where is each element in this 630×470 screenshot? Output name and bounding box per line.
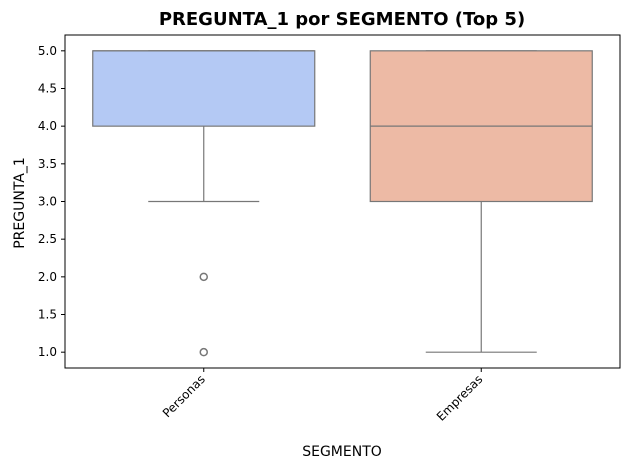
outlier-point	[199, 272, 208, 282]
plot-area: 1.0 1.5 2.0 2.5 3.0 3.5 4.0 4.5 5.0 Personas Empre…	[38, 34, 621, 424]
y-tick-label: 3.5	[38, 157, 57, 171]
y-tick-label: 5.0	[38, 44, 57, 58]
outlier-point	[199, 347, 208, 357]
x-axis-label: SEGMENTO	[302, 444, 382, 460]
chart-title: PREGUNTA_1 por SEGMENTO (Top 5)	[159, 9, 525, 30]
y-tick-label: 2.5	[38, 232, 57, 246]
x-tick-label: Empresas	[434, 372, 485, 423]
box-personas	[92, 50, 316, 127]
y-tick-label: 4.0	[38, 119, 57, 133]
y-axis-label: PREGUNTA_1	[12, 157, 28, 249]
x-tick-label: Personas	[160, 372, 208, 420]
y-tick-label: 1.5	[38, 308, 57, 322]
y-tick-label: 1.0	[38, 345, 57, 359]
y-tick-label: 3.0	[38, 195, 57, 209]
y-tick-label: 4.5	[38, 81, 57, 95]
y-tick-label: 2.0	[38, 270, 57, 284]
